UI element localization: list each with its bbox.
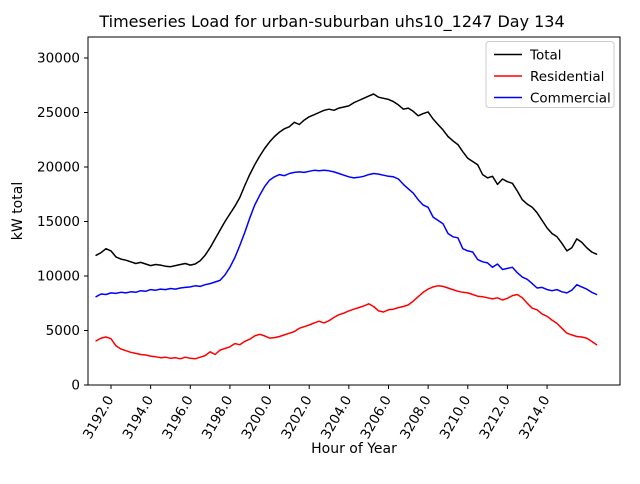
- legend: Total Residential Commercial: [485, 41, 615, 108]
- x-axis-label: Hour of Year: [311, 441, 397, 457]
- legend-label-total: Total: [529, 47, 562, 63]
- y-axis-label: kW total: [10, 182, 26, 240]
- y-tick-label: 10000: [37, 268, 80, 284]
- y-tick-label: 30000: [37, 50, 80, 66]
- series-line-total: [95, 93, 598, 268]
- legend-box: [485, 41, 615, 108]
- data-series: [95, 93, 598, 360]
- legend-label-commercial: Commercial: [530, 90, 611, 106]
- y-tick-label: 15000: [37, 214, 80, 230]
- y-tick-label: 20000: [37, 159, 80, 175]
- y-axis-ticks: 0 5000 10000 15000 20000 25000 30000: [37, 50, 88, 394]
- y-tick-label: 25000: [37, 105, 80, 121]
- legend-label-residential: Residential: [530, 69, 604, 85]
- series-line-commercial: [95, 169, 598, 298]
- chart-title: Timeseries Load for urban-suburban uhs10…: [98, 12, 564, 32]
- y-tick-label: 5000: [46, 323, 80, 339]
- series-line-residential: [95, 285, 598, 360]
- y-tick-label: 0: [71, 378, 80, 394]
